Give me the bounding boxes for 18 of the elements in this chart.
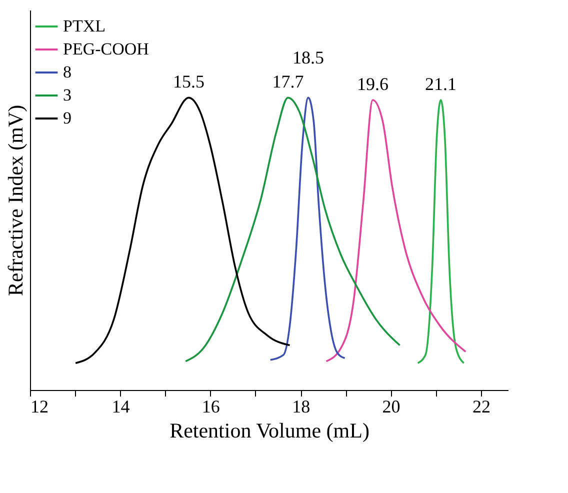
x-tick-label: 22: [472, 396, 490, 416]
annotation: 18.5: [292, 48, 324, 68]
legend-label: PEG-COOH: [63, 40, 149, 58]
x-axis-title: Retention Volume (mL): [170, 418, 370, 442]
x-tick-label: 14: [112, 396, 130, 416]
x-tick-label: 20: [382, 396, 400, 416]
x-tick-label: 16: [202, 396, 220, 416]
legend-label: PTXL: [63, 16, 106, 36]
legend-label: 8: [63, 62, 72, 82]
x-tick-label: 12: [30, 396, 48, 416]
legend-label: 3: [63, 86, 72, 104]
annotation: 17.7: [272, 72, 304, 92]
annotation: 15.5: [172, 72, 204, 92]
y-axis-title: Refractive Index (mV): [4, 104, 28, 296]
x-tick-label: 18: [292, 396, 310, 416]
legend-label: 9: [63, 108, 72, 128]
annotation: 21.1: [425, 74, 457, 94]
annotation: 19.6: [356, 74, 388, 94]
